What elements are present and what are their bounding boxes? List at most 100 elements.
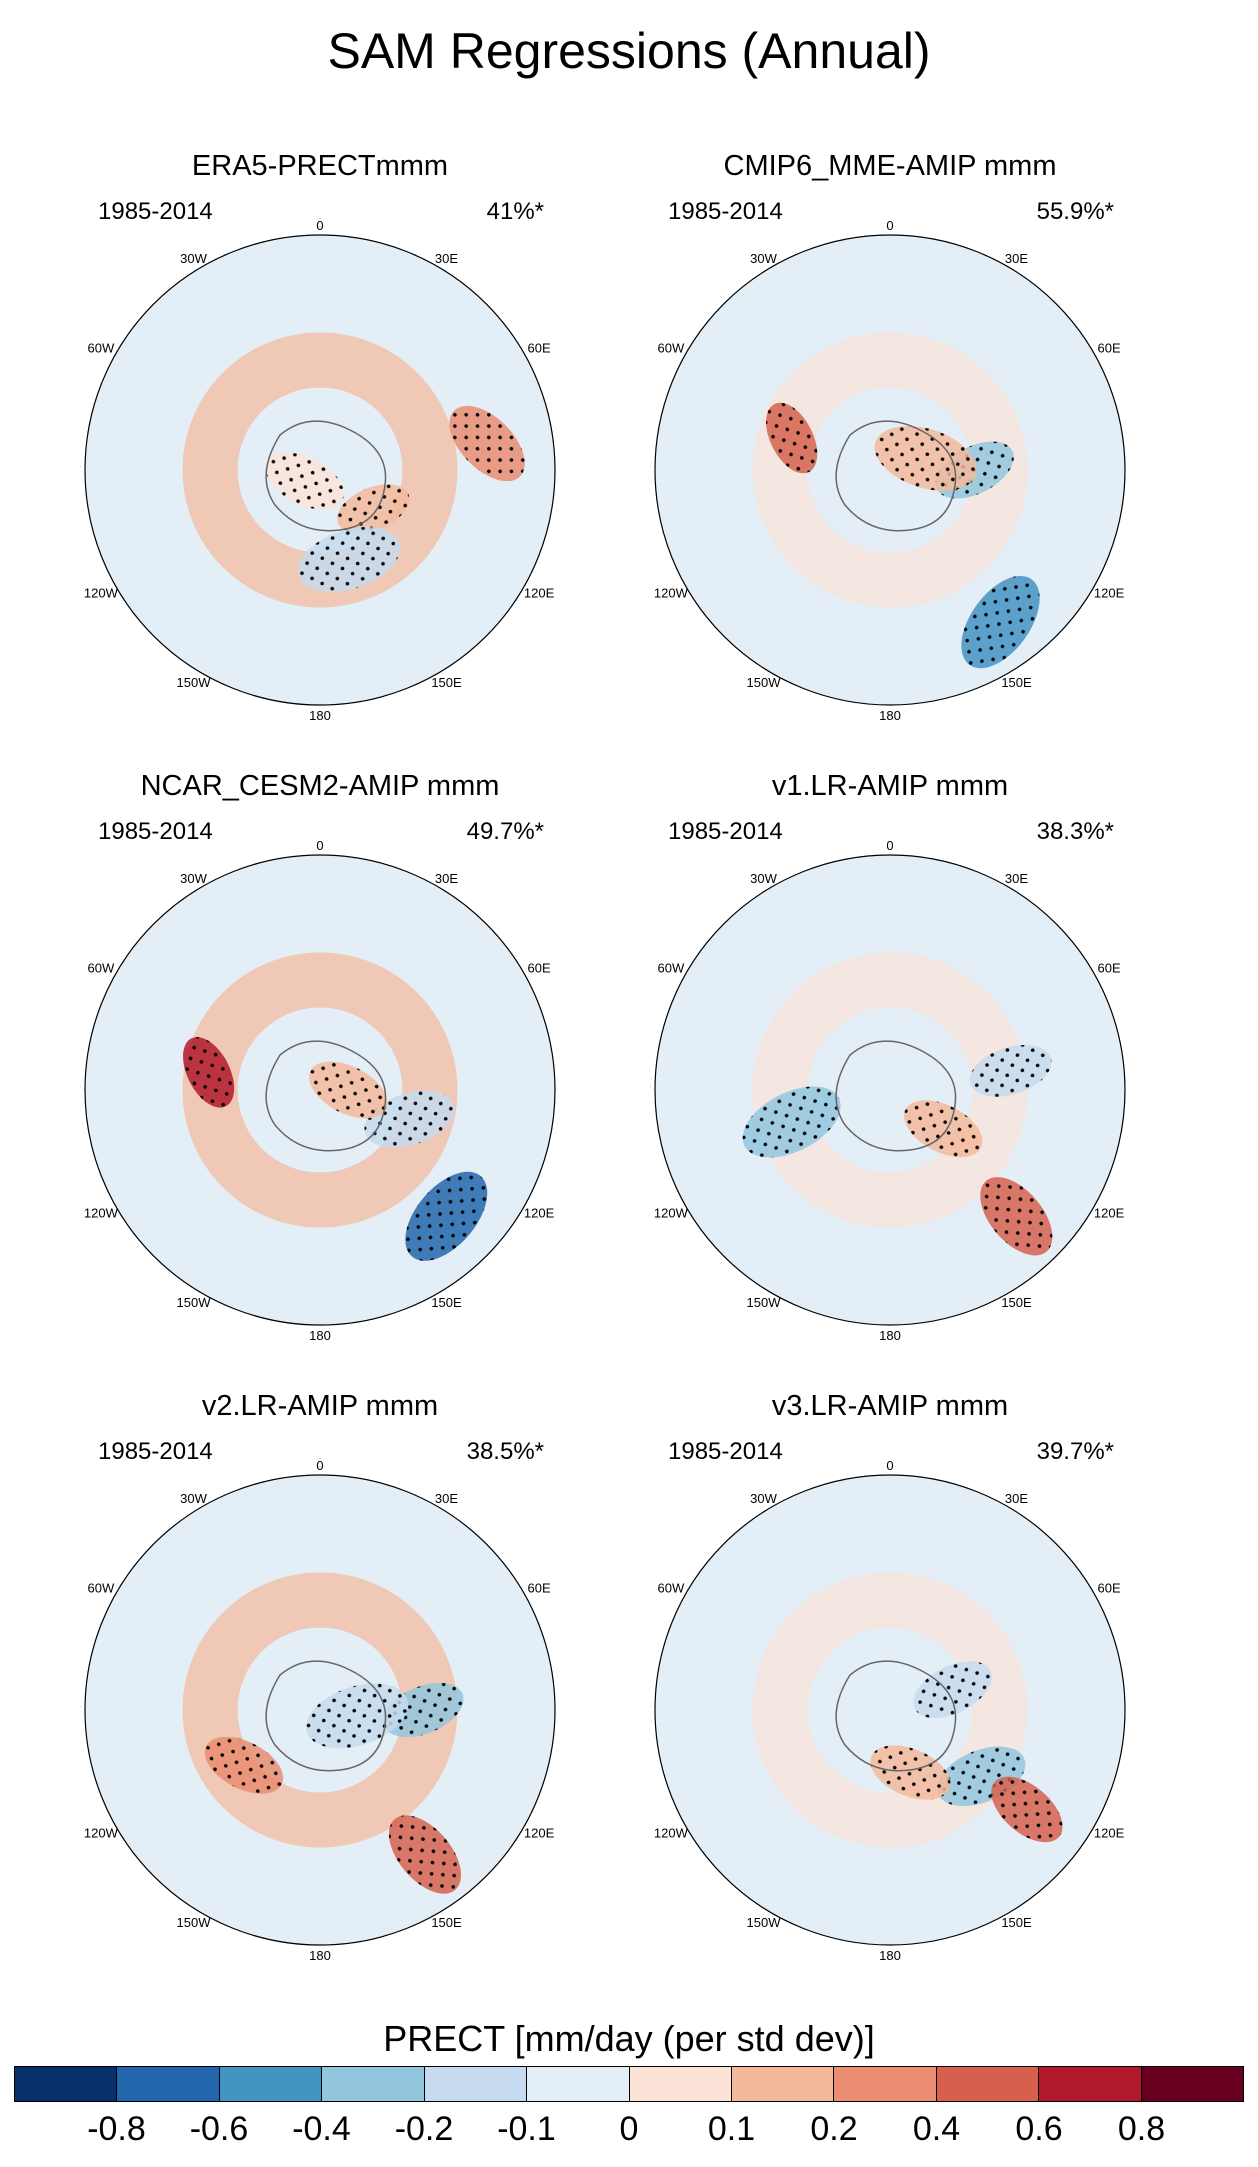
longitude-label: 60E: [528, 961, 551, 976]
longitude-label: 90W: [650, 1083, 651, 1098]
longitude-label: 60E: [528, 341, 551, 356]
longitude-label: 30E: [435, 871, 458, 886]
longitude-label: 60E: [1098, 961, 1121, 976]
colorbar-tick-label: -0.4: [292, 2110, 351, 2148]
longitude-label: 90W: [80, 463, 81, 478]
longitude-label: 30W: [750, 1491, 777, 1506]
colorbar-label: PRECT [mm/day (per std dev)]: [383, 2018, 875, 2059]
panel-pattern-correlation: 38.3%*: [1036, 818, 1114, 845]
colorbar-swatch: [1039, 2067, 1142, 2101]
colorbar-swatch: [219, 2067, 323, 2101]
panel-pattern-correlation: 38.5%*: [466, 1438, 544, 1465]
colorbar-tick-label: 0.8: [1117, 2110, 1166, 2148]
colorbar-swatch: [629, 2067, 732, 2101]
panel-pattern-correlation: 55.9%*: [1036, 198, 1114, 225]
panel-years: 1985-2014: [668, 818, 783, 845]
colorbar-tick-label: 0.2: [810, 2110, 858, 2148]
longitude-label: 120W: [84, 1826, 119, 1841]
longitude-label: 180: [309, 1328, 331, 1343]
colorbar-swatch: [1141, 2067, 1244, 2101]
longitude-label: 180: [879, 1328, 901, 1343]
panel-years: 1985-2014: [98, 198, 213, 225]
longitude-label: 150E: [1001, 1295, 1032, 1310]
colorbar-tick-label: 0: [619, 2110, 639, 2148]
panel-years: 1985-2014: [98, 818, 213, 845]
longitude-label: 150E: [431, 675, 462, 690]
longitude-label: 150W: [177, 1915, 212, 1930]
longitude-label: 120E: [524, 586, 555, 601]
longitude-label: 60W: [88, 1581, 115, 1596]
panel-pattern-correlation: 39.7%*: [1036, 1438, 1114, 1465]
longitude-label: 60W: [658, 341, 685, 356]
longitude-label: 60E: [528, 1581, 551, 1596]
longitude-label: 180: [309, 708, 331, 723]
longitude-label: 180: [879, 1948, 901, 1963]
panel-title: v3.LR-AMIP mmm: [771, 1390, 1009, 1422]
longitude-label: 180: [309, 1948, 331, 1963]
polar-stereographic-map: 030E60E90E120E150E180150W120W90W60W30W: [650, 1458, 1126, 1963]
panel-pattern-correlation: 41%*: [486, 198, 544, 225]
colorbar-swatch: [527, 2067, 630, 2101]
panel-title: v1.LR-AMIP mmm: [771, 770, 1009, 802]
colorbar-tick-label: -0.6: [189, 2110, 249, 2148]
longitude-label: 30W: [180, 251, 207, 266]
longitude-label: 0: [316, 1458, 323, 1473]
longitude-label: 90W: [650, 1703, 651, 1718]
map-panel: v3.LR-AMIP mmm1985-201439.7%*030E60E90E1…: [610, 1390, 1170, 1980]
longitude-label: 30E: [435, 251, 458, 266]
longitude-label: 90W: [80, 1703, 81, 1718]
panel-title: CMIP6_MME-AMIP mmm: [723, 150, 1057, 182]
polar-stereographic-map: 030E60E90E120E150E180150W120W90W60W30W: [80, 218, 556, 723]
longitude-label: 0: [886, 218, 893, 233]
longitude-label: 90W: [80, 1083, 81, 1098]
colorbar-swatch: [15, 2067, 118, 2101]
longitude-label: 30W: [180, 871, 207, 886]
colorbar-tick-label: -0.8: [87, 2110, 146, 2148]
colorbar-swatch: [936, 2067, 1040, 2101]
longitude-label: 60W: [658, 1581, 685, 1596]
panel-pattern-correlation: 49.7%*: [466, 818, 544, 845]
map-panel: v1.LR-AMIP mmm1985-201438.3%*030E60E90E1…: [610, 770, 1170, 1360]
longitude-label: 90W: [650, 463, 651, 478]
longitude-label: 150W: [177, 1295, 212, 1310]
longitude-label: 30E: [435, 1491, 458, 1506]
polar-stereographic-map: 030E60E90E120E150E180150W120W90W60W30W: [80, 838, 556, 1343]
panel-title: v2.LR-AMIP mmm: [201, 1390, 439, 1422]
colorbar-tick-label: -0.1: [497, 2110, 556, 2148]
longitude-label: 120W: [654, 1826, 689, 1841]
colorbar-swatch: [322, 2067, 425, 2101]
longitude-label: 150E: [431, 1915, 462, 1930]
page-title: SAM Regressions (Annual): [327, 23, 931, 79]
colorbar-tick-label: 0.6: [1015, 2110, 1063, 2148]
polar-stereographic-map: 030E60E90E120E150E180150W120W90W60W30W: [80, 1458, 556, 1963]
longitude-label: 0: [316, 218, 323, 233]
colorbar-tick-label: 0.1: [707, 2110, 756, 2148]
colorbar: [14, 2066, 1244, 2102]
longitude-label: 120E: [1094, 1826, 1125, 1841]
panel-title: NCAR_CESM2-AMIP mmm: [140, 770, 500, 802]
longitude-label: 30E: [1005, 1491, 1028, 1506]
longitude-label: 30W: [180, 1491, 207, 1506]
map-panel: CMIP6_MME-AMIP mmm 1985-2014 55.9%* 0 30E 60E…: [610, 150, 1170, 740]
longitude-label: 30W: [750, 871, 777, 886]
longitude-label: 150E: [431, 1295, 462, 1310]
longitude-label: 0: [886, 838, 893, 853]
colorbar-tick-label: 0.4: [912, 2110, 961, 2148]
colorbar-swatch: [424, 2067, 528, 2101]
longitude-label: 150E: [1001, 675, 1032, 690]
longitude-label: 150W: [747, 1915, 782, 1930]
longitude-label: 30E: [1005, 871, 1028, 886]
panel-years: 1985-2014: [98, 1438, 213, 1465]
panel-years: 1985-2014: [668, 1438, 783, 1465]
longitude-label: 60W: [88, 961, 115, 976]
longitude-label: 150W: [747, 675, 782, 690]
colorbar-swatch: [731, 2067, 835, 2101]
longitude-label: 120W: [84, 1206, 119, 1221]
longitude-label: 180: [879, 708, 901, 723]
map-panel: v2.LR-AMIP mmm1985-201438.5%*030E60E90E1…: [40, 1390, 600, 1980]
longitude-label: 60E: [1098, 1581, 1121, 1596]
colorbar-swatch: [834, 2067, 937, 2101]
longitude-label: 120E: [1094, 1206, 1125, 1221]
longitude-label: 150W: [177, 675, 212, 690]
longitude-label: 30W: [750, 251, 777, 266]
